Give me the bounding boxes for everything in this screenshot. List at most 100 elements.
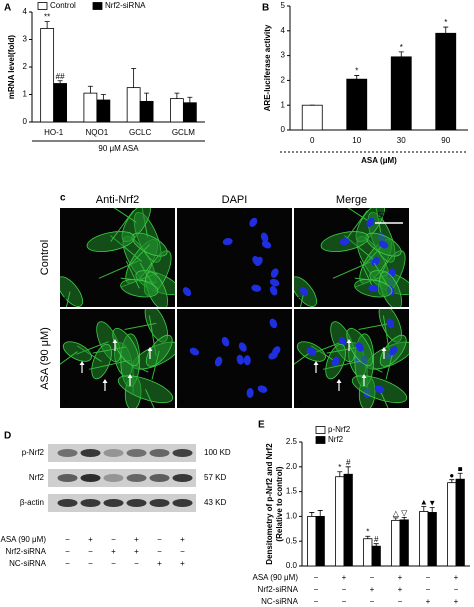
nucleus <box>389 346 398 356</box>
significance-marker: * <box>444 18 447 27</box>
bar <box>363 538 373 567</box>
error-bar <box>365 535 371 539</box>
nucleus <box>355 342 364 352</box>
image-number: 5 <box>180 397 185 406</box>
blot-band <box>172 499 193 507</box>
y-tick-label: 2 <box>23 62 28 71</box>
panel-label: c <box>60 193 66 204</box>
error-bar <box>317 510 323 517</box>
condition-label: NC-siRNA <box>261 597 299 606</box>
y-tick-label: 5 <box>281 1 286 10</box>
panel-label: D <box>4 431 11 442</box>
y-tick-label: 2.0 <box>286 462 298 471</box>
bar <box>40 28 55 123</box>
arrow-head <box>147 347 153 351</box>
significance-marker: * <box>366 527 369 536</box>
arrow-head <box>361 374 367 378</box>
cell-body <box>60 276 84 307</box>
blot-band <box>126 449 147 457</box>
condition-sign: + <box>88 535 93 544</box>
y-tick-label: 1.0 <box>286 512 298 521</box>
bar <box>301 104 323 131</box>
condition-label: Nrf2-siRNA <box>258 585 299 594</box>
bar <box>315 516 325 567</box>
cell-body <box>62 341 92 362</box>
cell-process <box>110 210 134 242</box>
condition-sign: − <box>314 585 319 594</box>
condition-sign: − <box>370 597 375 606</box>
condition-sign: − <box>454 585 459 594</box>
band-label: Nrf2 <box>29 473 45 482</box>
error-bar <box>354 75 360 80</box>
error-bar <box>429 507 435 513</box>
nucleus <box>249 217 258 227</box>
bar <box>419 511 429 567</box>
condition-sign: + <box>180 559 185 568</box>
nucleus <box>270 268 279 278</box>
error-bar <box>401 516 407 520</box>
significance-marker: * <box>400 43 403 52</box>
cell-process <box>113 208 137 223</box>
error-bar <box>393 517 399 521</box>
error-bar <box>345 466 351 475</box>
nucleus <box>339 238 350 246</box>
band-size: 57 KD <box>204 473 226 482</box>
error-bar <box>57 80 63 84</box>
bar <box>371 545 381 567</box>
bar <box>343 473 353 567</box>
y-tick-label: 4 <box>23 7 28 16</box>
legend-label: Control <box>50 1 76 10</box>
blot-strip <box>48 444 196 462</box>
x-tick-label: GCLM <box>172 128 195 137</box>
significance-marker: ▽ <box>401 509 408 518</box>
cell-process <box>379 388 389 408</box>
x-tick-label: NQO1 <box>86 128 109 137</box>
y-tick-label: 0 <box>281 125 286 134</box>
cell-process <box>127 244 150 268</box>
significance-marker: ▼ <box>428 499 436 508</box>
y-tick-label: 0.0 <box>286 561 298 570</box>
cell-process <box>385 350 394 380</box>
error-bar <box>144 92 150 102</box>
blot-strip <box>48 469 196 487</box>
row-title: ASA (90 μM) <box>39 327 51 390</box>
bar <box>399 519 409 567</box>
legend-label: Nrf2-siRNA <box>105 1 146 10</box>
cell-process <box>88 359 131 370</box>
column-title: Merge <box>336 194 367 206</box>
band-size: 100 KD <box>204 448 231 457</box>
nucleus <box>306 347 317 356</box>
micrograph <box>294 208 409 307</box>
nucleus <box>182 287 192 297</box>
condition-label: ASA (90 μM) <box>252 573 298 582</box>
error-bar <box>187 96 193 103</box>
bar <box>427 512 437 567</box>
band-label: β-actin <box>20 498 44 507</box>
significance-marker: # <box>346 458 351 467</box>
y-tick-label: 1 <box>23 90 28 99</box>
condition-sign: + <box>134 547 139 556</box>
bar <box>169 98 184 123</box>
x-tick-label: 0 <box>310 136 315 145</box>
significance-marker: * <box>338 463 341 472</box>
arrow-head <box>112 339 118 343</box>
nucleus <box>374 385 385 393</box>
cell-process <box>359 260 374 289</box>
band-size: 43 KD <box>204 498 226 507</box>
cell-process <box>65 291 71 307</box>
panel-label: B <box>262 3 269 14</box>
nucleus <box>366 217 375 227</box>
cell-process <box>322 359 365 370</box>
nucleus <box>189 347 200 356</box>
legend-swatch <box>37 2 48 10</box>
y-tick-label: 0 <box>23 117 28 126</box>
cell-process <box>294 351 312 365</box>
micrograph <box>177 208 292 307</box>
blot-band <box>149 499 170 507</box>
condition-sign: − <box>134 559 139 568</box>
arrow-head <box>79 361 85 365</box>
blot-band <box>57 449 78 457</box>
y-tick-label: 3 <box>281 51 286 60</box>
image-number: 4 <box>63 397 68 406</box>
panel-label: E <box>258 420 265 431</box>
